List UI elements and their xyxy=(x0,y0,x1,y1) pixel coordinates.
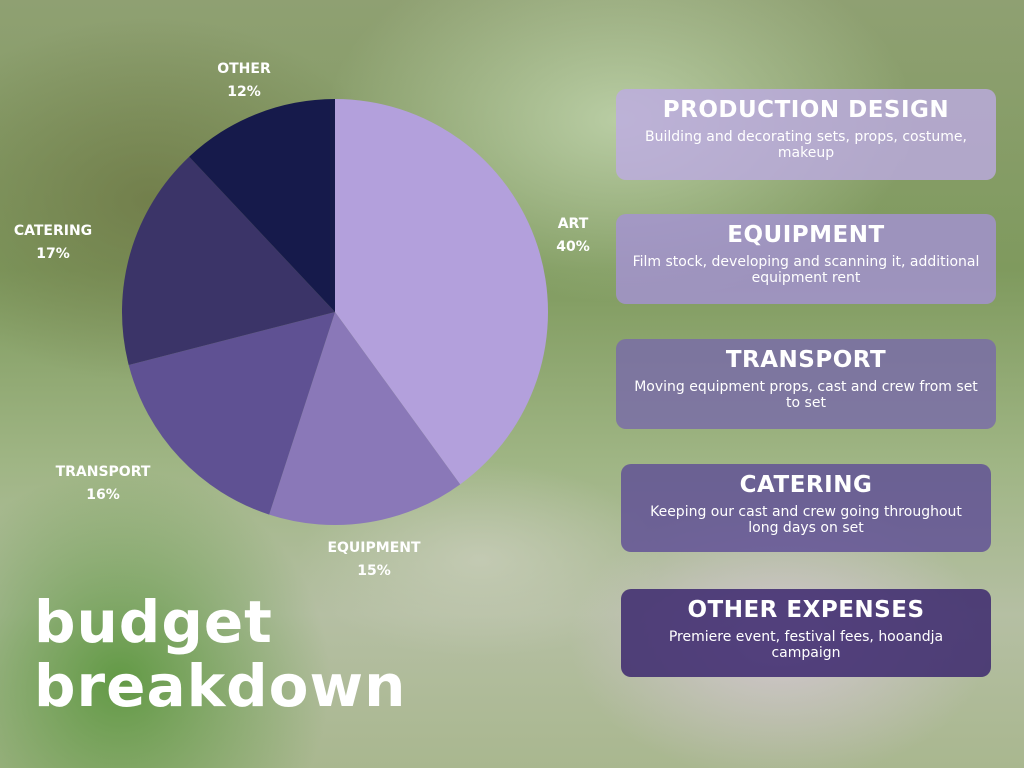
card-description: Building and decorating sets, props, cos… xyxy=(645,129,967,161)
pie-slice xyxy=(122,156,336,365)
card: EQUIPMENT Film stock, developing and scan… xyxy=(616,214,996,304)
value-label: 15% xyxy=(357,563,391,579)
card-title: TRANSPORT xyxy=(725,347,887,373)
slice-label: OTHER xyxy=(217,61,271,77)
value-label: 16% xyxy=(86,487,120,503)
card-title: EQUIPMENT xyxy=(727,222,885,248)
pie-slice xyxy=(189,99,335,312)
slice-label: EQUIPMENT xyxy=(327,540,421,556)
value-label: 40% xyxy=(556,239,590,255)
card: PRODUCTION DESIGN Building and decorating… xyxy=(616,89,996,180)
slice-label: CATERING xyxy=(14,223,92,239)
card-title: CATERING xyxy=(739,472,873,498)
card: TRANSPORT Moving equipment props, cast an… xyxy=(616,339,996,429)
card-title: OTHER EXPENSES xyxy=(687,597,925,623)
card-description: Moving equipment props, cast and crew fr… xyxy=(634,379,978,411)
chart-title: budget breakdown xyxy=(34,588,407,720)
card-description: Premiere event, festival fees, hooandja … xyxy=(668,629,944,661)
card-description: Film stock, developing and scanning it, … xyxy=(632,254,980,286)
slice-label: ART xyxy=(558,216,589,232)
pie-slice xyxy=(269,312,461,525)
pie-slice xyxy=(128,312,335,515)
value-label: 17% xyxy=(36,246,70,262)
pie-slice xyxy=(335,99,549,485)
card: CATERING Keeping our cast and crew going … xyxy=(621,464,991,552)
card: OTHER EXPENSES Premiere event, festival f… xyxy=(621,589,991,677)
value-label: 12% xyxy=(227,84,261,100)
card-description: Keeping our cast and crew going througho… xyxy=(650,504,962,536)
slice-label: TRANSPORT xyxy=(56,464,151,480)
card-title: PRODUCTION DESIGN xyxy=(662,97,950,123)
